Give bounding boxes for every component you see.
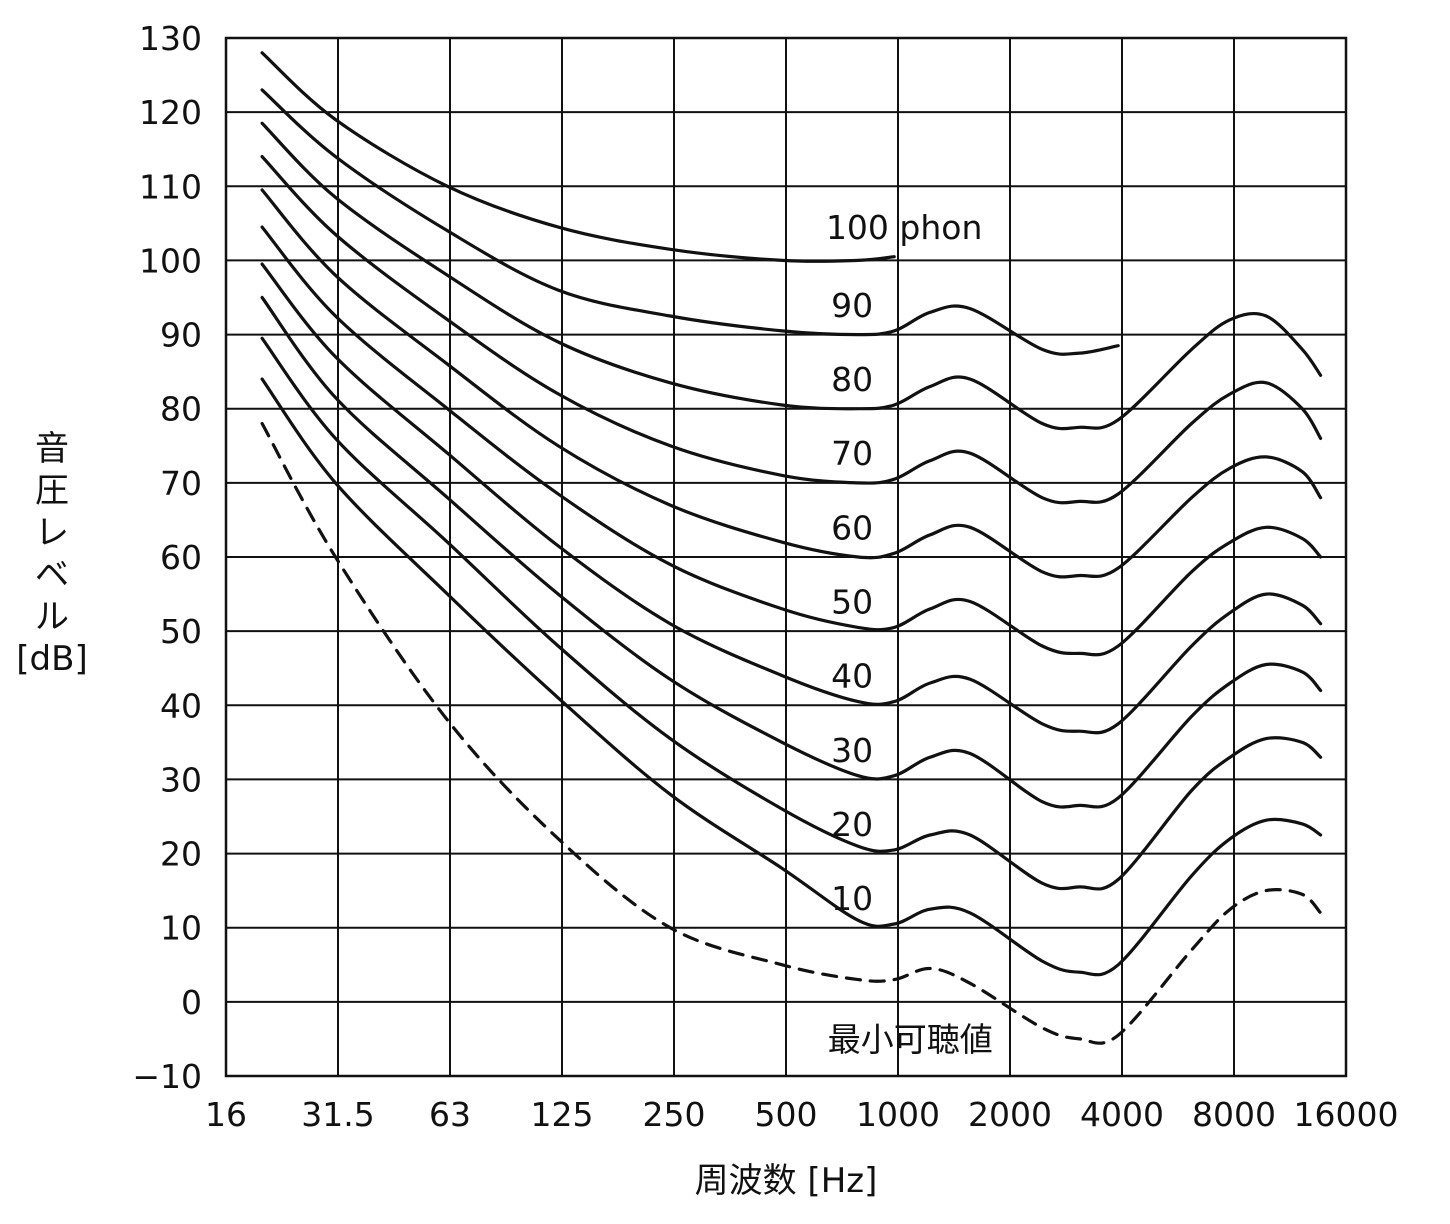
y-tick-label: 10 xyxy=(160,909,202,948)
x-tick-label: 2000 xyxy=(968,1095,1052,1134)
phon-curve xyxy=(260,88,1120,356)
y-axis-title-char: レ xyxy=(35,513,69,553)
curve-label: 60 xyxy=(831,508,873,547)
curve-label: 80 xyxy=(831,360,873,399)
x-tick-label: 500 xyxy=(755,1095,818,1134)
x-axis-ticks: 16 31.5 63 125 250 500 1000 2000 4000 8000 16000 xyxy=(205,1095,1398,1134)
y-tick-label: 20 xyxy=(160,835,202,874)
curve-label: 70 xyxy=(831,434,873,473)
y-tick-label: 0 xyxy=(181,983,202,1022)
phon-curve xyxy=(260,155,1323,505)
y-tick-label: 100 xyxy=(139,241,202,280)
x-tick-label: 8000 xyxy=(1192,1095,1276,1134)
curve-label: 40 xyxy=(831,657,873,696)
y-tick-label: 130 xyxy=(139,19,202,58)
phon-curve xyxy=(260,225,1323,657)
plot-border xyxy=(224,36,1348,1078)
x-tick-label: 16000 xyxy=(1294,1095,1399,1134)
curve-label: 100 phon xyxy=(826,208,982,247)
grid xyxy=(225,37,1347,1077)
y-axis-title-char: 音 xyxy=(35,429,69,469)
x-tick-label: 31.5 xyxy=(301,1095,374,1134)
x-tick-label: 250 xyxy=(643,1095,706,1134)
y-tick-label: 90 xyxy=(160,316,202,355)
phon-curve xyxy=(260,336,1323,891)
curve-label: 最小可聴値 xyxy=(828,1020,993,1059)
phon-curve xyxy=(260,262,1323,735)
curve-label: 30 xyxy=(831,731,873,770)
y-tick-label: 70 xyxy=(160,464,202,503)
y-tick-label: −10 xyxy=(132,1057,202,1096)
x-tick-label: 4000 xyxy=(1080,1095,1164,1134)
curve-labels: 100 phon 90 80 70 60 50 40 30 20 10 最小可聴値 xyxy=(826,208,993,1059)
phon-curve xyxy=(260,377,1323,977)
y-axis-title-char: ル xyxy=(35,597,69,637)
phon-curve xyxy=(260,295,1323,809)
x-tick-label: 125 xyxy=(531,1095,594,1134)
y-tick-label: 120 xyxy=(139,93,202,132)
x-tick-label: 63 xyxy=(429,1095,471,1134)
series-lines xyxy=(260,51,1323,1045)
phon-curve xyxy=(260,188,1323,579)
y-axis-title-char: 圧 xyxy=(35,471,69,511)
y-tick-label: 80 xyxy=(160,390,202,429)
phon-curve xyxy=(260,51,896,263)
y-axis-ticks: −10 0 10 20 30 40 50 60 70 80 90 100 110 120 130 xyxy=(132,19,202,1096)
y-tick-label: 110 xyxy=(139,167,202,206)
x-tick-label: 16 xyxy=(205,1095,247,1134)
y-axis-title-char: ベ xyxy=(35,555,69,595)
phon-curve xyxy=(260,121,1323,431)
y-tick-label: 60 xyxy=(160,538,202,577)
y-tick-label: 40 xyxy=(160,686,202,725)
curve-label: 90 xyxy=(831,286,873,325)
curve-label: 50 xyxy=(831,582,873,621)
x-tick-label: 1000 xyxy=(856,1095,940,1134)
curve-label: 20 xyxy=(831,805,873,844)
y-axis-title-char: [dB] xyxy=(16,639,87,679)
curve-label: 10 xyxy=(831,879,873,918)
x-axis-title: 周波数 [Hz] xyxy=(695,1161,878,1201)
y-tick-label: 30 xyxy=(160,760,202,799)
plot-frame xyxy=(224,36,1348,1078)
y-tick-label: 50 xyxy=(160,612,202,651)
